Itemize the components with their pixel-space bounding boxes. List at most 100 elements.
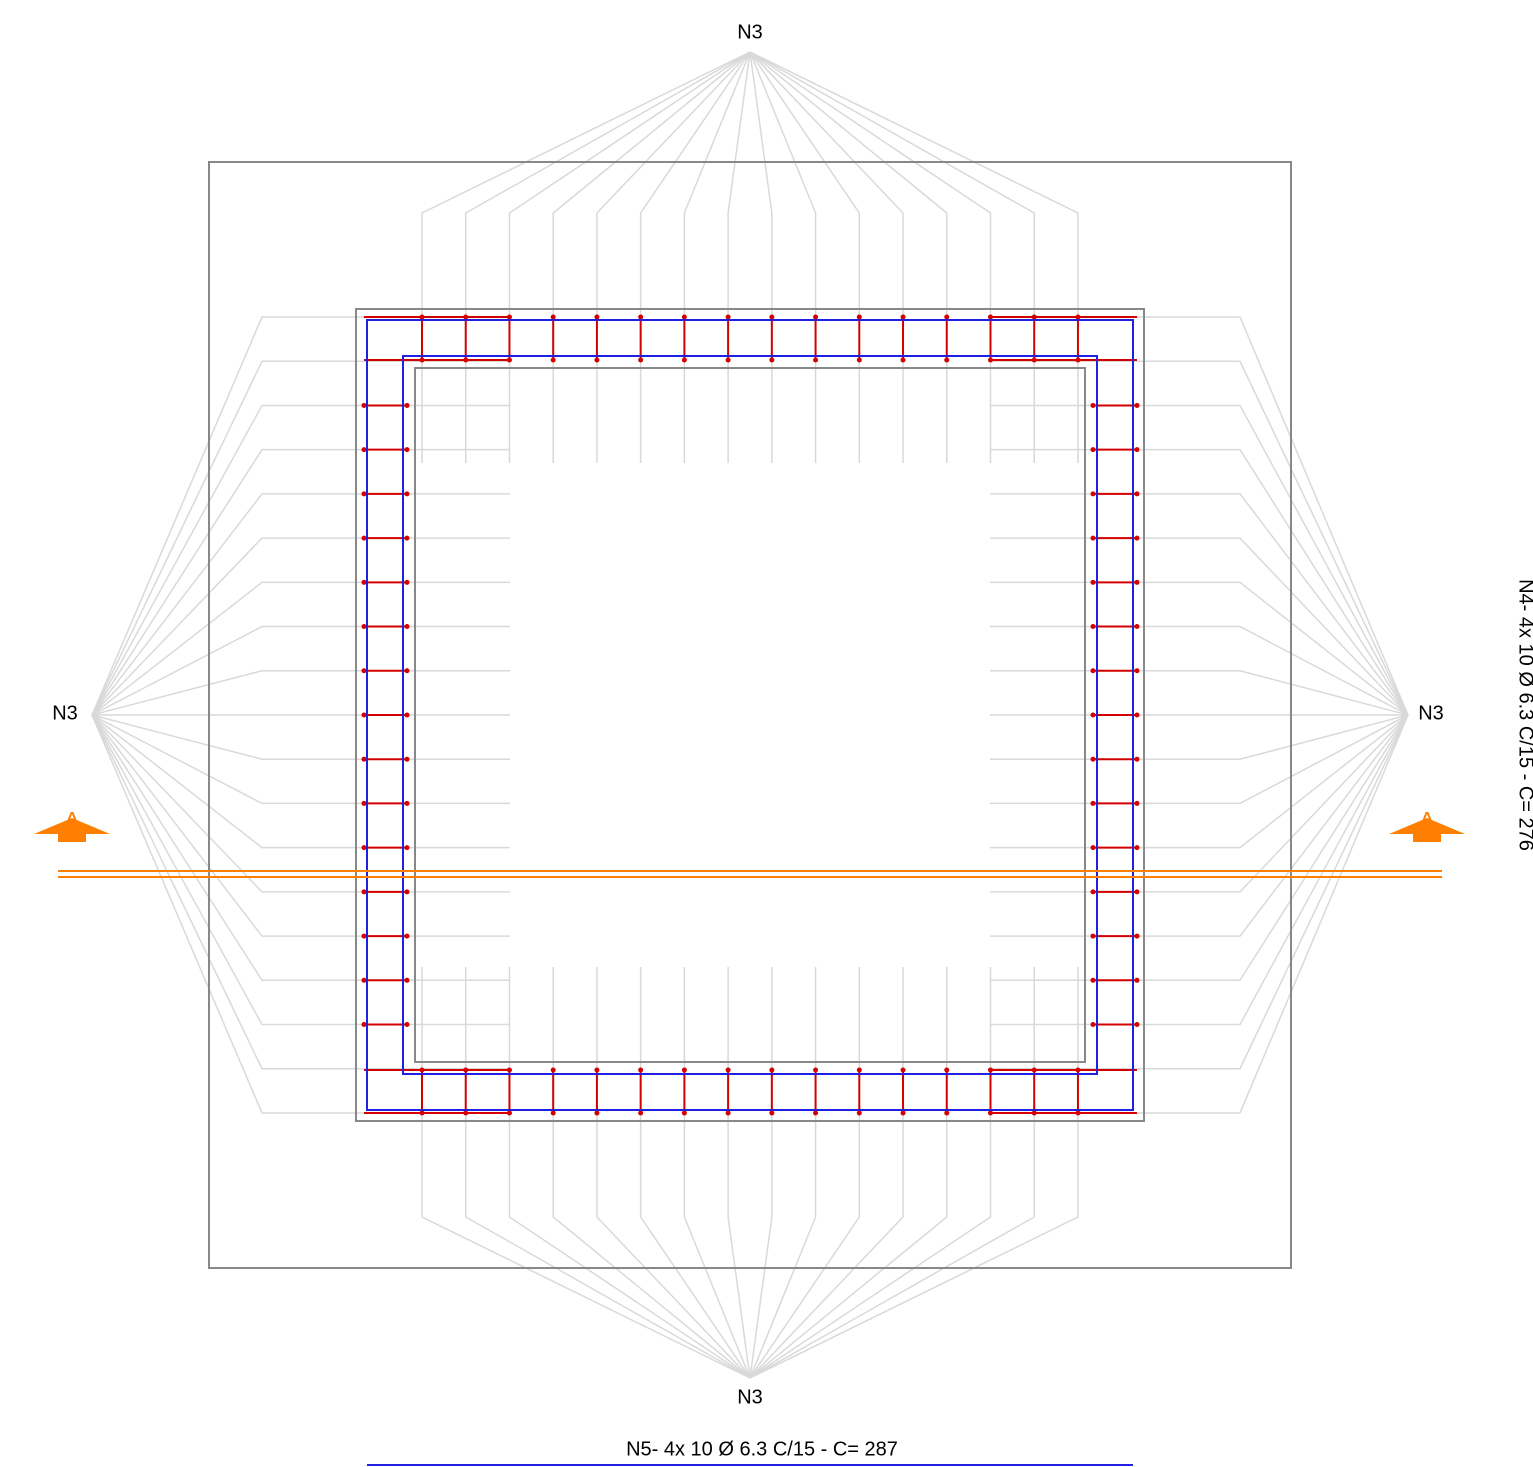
rebar-dot [1134,668,1140,674]
rebar-dot [361,977,367,983]
fan-line [990,448,1409,716]
rebar-dot [681,1067,687,1073]
fan-line [91,581,510,716]
fan-line [749,967,992,1379]
fan-line [552,51,751,463]
rebar-dot [550,1110,556,1116]
rebar-dot [900,1067,906,1073]
rebar-dot [681,1110,687,1116]
wall-inner [414,367,1086,1063]
rebar-dot [594,1067,600,1073]
rebar-dot [361,889,367,895]
rebar-dot [1090,668,1096,674]
bar-inner [402,355,1098,1075]
fan-line [990,404,1409,716]
fan-line [91,714,510,1070]
rebar-dot [1090,756,1096,762]
fan-lines [91,51,1409,1379]
rebar-dot [404,535,410,541]
rebar-dot [404,624,410,630]
rebar-dot [594,357,600,363]
fan-line [749,51,817,463]
rebar-dot [725,314,731,320]
fan-line [91,537,510,716]
fan-line [508,967,751,1379]
rebar-dot [1090,624,1096,630]
rebar-dot [361,845,367,851]
rebar-dot [1090,889,1096,895]
rebar-dot [361,491,367,497]
section-arrow [1389,818,1465,842]
fan-line [464,51,751,463]
fan-line [990,714,1409,1070]
fan-line [990,714,1409,893]
fan-line [91,316,510,716]
rebar-dot [900,357,906,363]
bar-label: N3 [1418,702,1444,724]
rebar-dot [638,1110,644,1116]
fan-line [91,493,510,716]
rebar-dot [638,314,644,320]
rebar-dot [1134,845,1140,851]
bar-label: N3 [52,702,78,724]
rebar-dot [1090,579,1096,585]
fan-line [421,51,751,463]
fan-line [749,967,1035,1379]
wall-outer [355,308,1145,1122]
rebar-dot [769,357,775,363]
fan-line [91,714,510,982]
rebar-dot [856,314,862,320]
section-label: A [1419,807,1435,834]
fan-line [91,714,510,937]
fan-line [749,51,1035,463]
rebar-dot [638,1067,644,1073]
rebar-dot [856,357,862,363]
fan-line [91,625,510,716]
rebar-dot [1090,402,1096,408]
fan-line [91,404,510,716]
rebar-dot [1134,579,1140,585]
fan-line [990,316,1409,716]
rebar-dot [404,800,410,806]
bar-label: N3 [737,21,763,43]
rebar-dot [856,1110,862,1116]
fan-line [990,714,1409,849]
fan-line [990,537,1409,716]
fan-line [990,714,1409,805]
rebar-dot [725,357,731,363]
fan-line [596,51,751,463]
rebar-dot [1134,933,1140,939]
rebar-dot [1134,491,1140,497]
fan-line [990,493,1409,716]
rebar-dot [594,1110,600,1116]
fan-line [91,714,510,760]
fan-line [749,51,773,463]
rebar-dot [944,1067,950,1073]
rebar-dot [404,447,410,453]
rebar-dot [813,1110,819,1116]
rebar-dot [404,668,410,674]
rebar-dot [725,1110,731,1116]
section-arrow [34,818,110,842]
rebar-dot [1134,1022,1140,1028]
rebar-dot [813,357,819,363]
rebar-dot [944,314,950,320]
fan-line [91,714,510,1026]
fan-line [749,967,948,1379]
rebar-dot [900,1110,906,1116]
fan-line [464,967,751,1379]
rebar-dot [361,535,367,541]
rebar-dot [1134,535,1140,541]
fan-line [749,51,992,463]
rebar-dot [361,1022,367,1028]
rebar-dot [1090,845,1096,851]
fan-line [91,714,510,849]
rebar-dot [1134,712,1140,718]
rebar-dot [856,1067,862,1073]
rebar-dot [361,712,367,718]
fan-line [91,448,510,716]
rebar-dot [550,357,556,363]
rebar-dot [813,1067,819,1073]
bar-outer [366,319,1134,1111]
